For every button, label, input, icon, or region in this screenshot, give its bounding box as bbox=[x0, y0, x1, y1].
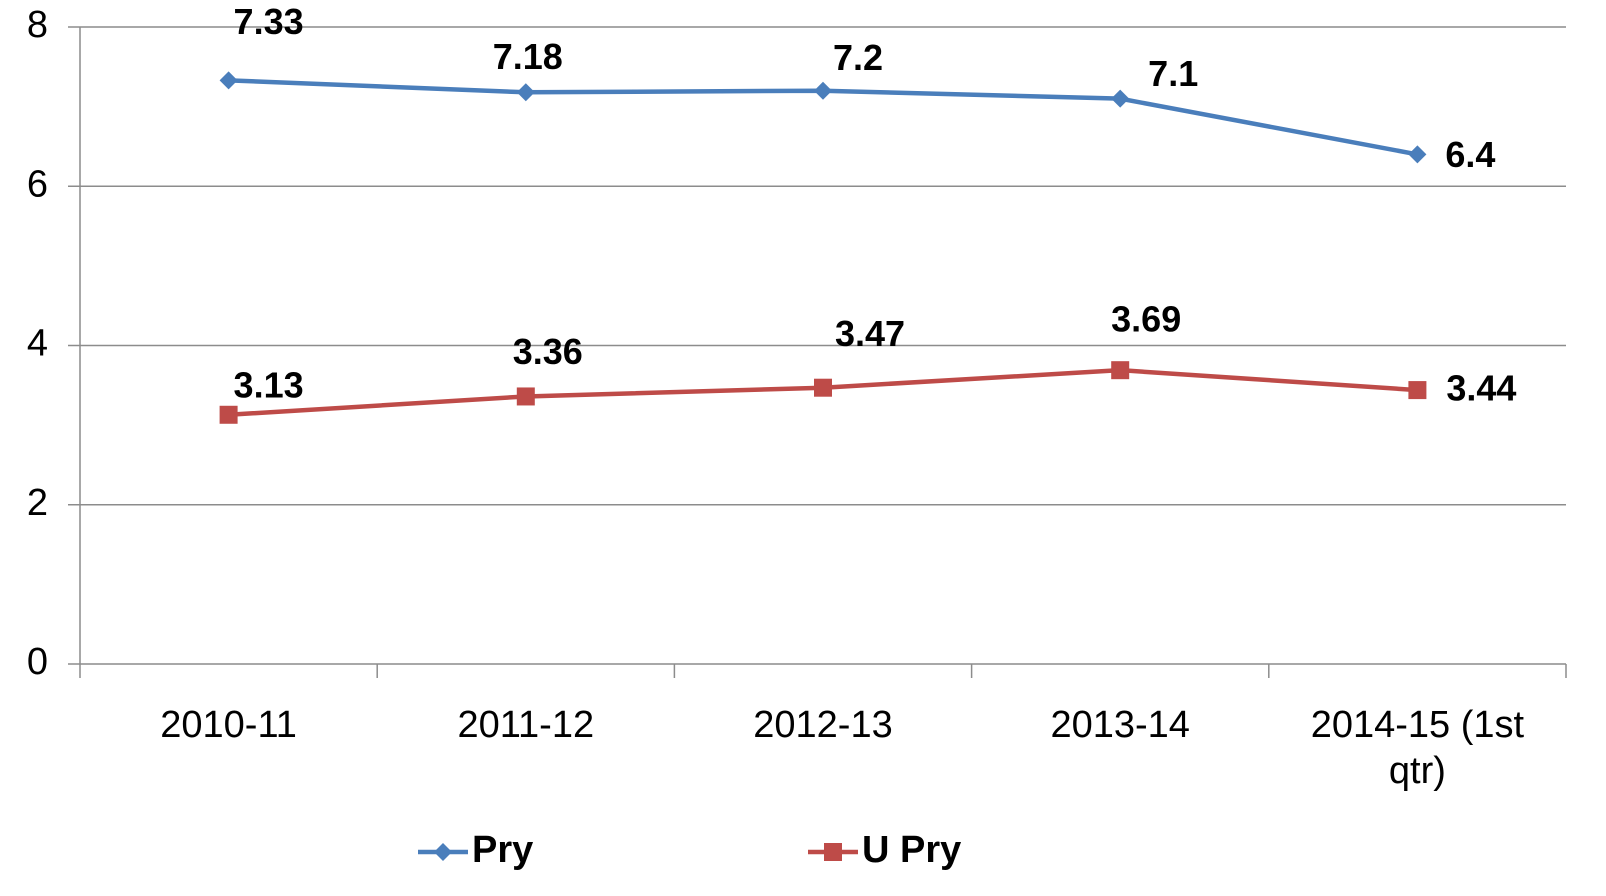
marker bbox=[516, 387, 535, 406]
x-tick-label: 2010-11 bbox=[160, 704, 297, 746]
marker bbox=[219, 71, 238, 90]
data-label: 3.47 bbox=[835, 313, 905, 354]
y-tick-label: 4 bbox=[27, 323, 48, 365]
y-tick-label: 0 bbox=[27, 641, 48, 683]
x-tick-label: 2014-15 (1st qtr) bbox=[1310, 704, 1525, 792]
legend-label: U Pry bbox=[862, 829, 961, 871]
marker bbox=[219, 405, 238, 424]
legend-label: Pry bbox=[472, 829, 533, 871]
marker bbox=[516, 83, 535, 102]
data-label: 3.36 bbox=[513, 331, 583, 372]
x-tick-label: 2013-14 bbox=[1050, 704, 1190, 746]
data-label: 7.2 bbox=[833, 37, 883, 78]
data-label: 6.4 bbox=[1445, 134, 1495, 175]
marker bbox=[1408, 381, 1427, 400]
x-tick-label: 2011-12 bbox=[457, 704, 595, 746]
marker bbox=[1111, 361, 1130, 380]
data-label: 7.18 bbox=[493, 36, 563, 77]
legend-marker bbox=[824, 843, 842, 861]
x-tick-label: 2012-13 bbox=[753, 704, 893, 746]
legend-marker bbox=[434, 843, 452, 861]
data-label: 7.1 bbox=[1148, 53, 1198, 94]
data-label: 7.33 bbox=[234, 1, 304, 42]
marker bbox=[1408, 145, 1427, 164]
y-tick-label: 6 bbox=[27, 163, 48, 205]
marker bbox=[1111, 89, 1130, 108]
y-tick-label: 2 bbox=[27, 482, 48, 524]
data-label: 3.13 bbox=[234, 364, 304, 405]
marker bbox=[814, 81, 832, 100]
marker bbox=[814, 378, 832, 397]
y-tick-label: 8 bbox=[27, 4, 48, 46]
data-label: 3.44 bbox=[1446, 368, 1516, 409]
data-label: 3.69 bbox=[1111, 299, 1181, 340]
